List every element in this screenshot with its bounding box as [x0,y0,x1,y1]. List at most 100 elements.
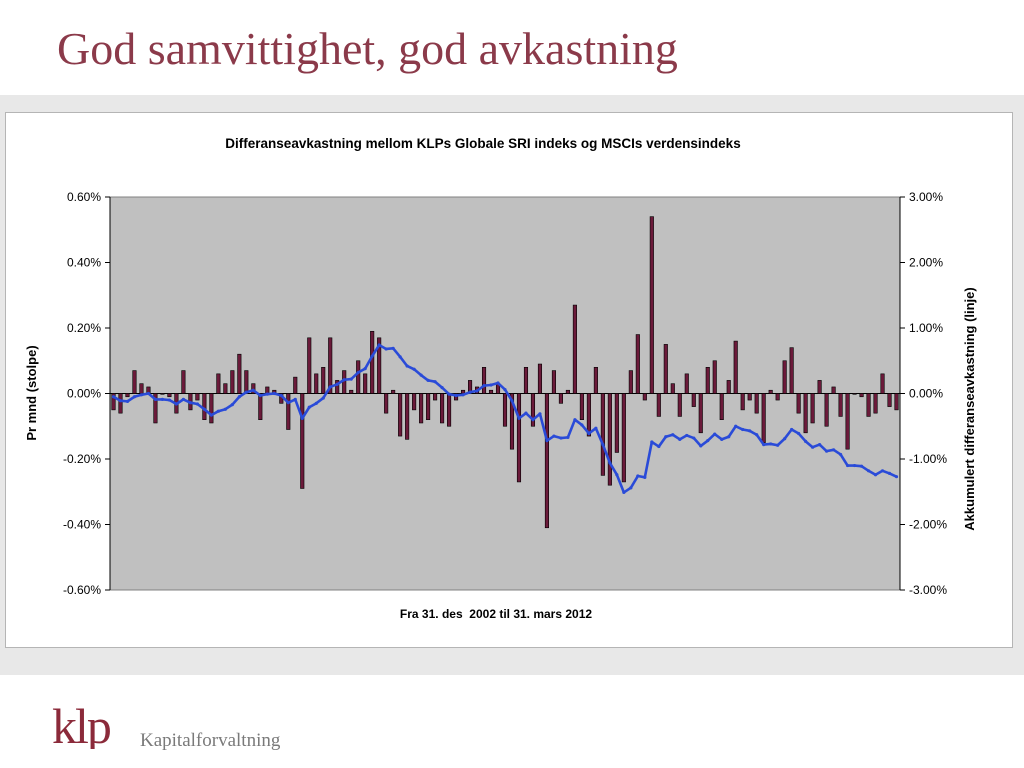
bar [789,347,794,394]
line-point [433,380,437,384]
line-point [776,443,780,447]
line-point [720,437,724,441]
bar [530,393,536,427]
bar [607,393,612,486]
line-point [727,435,731,439]
line-point [286,401,290,405]
bar [894,393,899,411]
bar [873,393,878,414]
chart-frame: Differanseavkastning mellom KLPs Globale… [5,112,1013,648]
line-point [713,432,717,436]
bar [817,380,822,394]
line-point [615,473,619,477]
line-point [783,437,787,441]
bar [419,393,424,424]
bar [586,393,591,437]
line-point [265,392,269,396]
bar [782,360,787,394]
bar [356,360,361,394]
line-point [741,427,745,432]
line-point [580,423,584,427]
bar [845,393,850,450]
bar [565,389,570,394]
bar [300,393,305,489]
bar [810,393,815,424]
line-point [762,442,766,447]
line-point [517,416,521,420]
bar [852,393,857,395]
line-point [111,395,116,399]
line-point [482,384,486,388]
bar [328,337,333,394]
bar [251,383,256,394]
bar [691,393,696,407]
bar [733,340,738,394]
right-axis-ticks: 3.00% 2.00% 1.00% 0.00% -1.00% -2.00% -3.00% [900,190,947,597]
right-tick-label: -3.00% [909,583,947,597]
bar [642,393,647,401]
bar [181,370,186,394]
bar [740,393,745,411]
line-point [489,383,493,387]
line-point [545,439,549,443]
bar [244,370,249,394]
line-point [706,439,710,443]
line-point [552,434,556,438]
bar [447,393,452,427]
bar [670,383,675,394]
bar [405,393,410,440]
line-point [852,463,857,468]
bar [426,393,431,421]
line-point [566,435,570,439]
bar [195,393,200,401]
slide-title: God samvittighet, god avkastning [57,23,678,74]
bar [523,367,529,394]
line-point [671,433,675,437]
bar-series [111,216,899,529]
bar [635,334,640,394]
line-point [755,433,759,437]
left-tick-label: 0.20% [67,321,101,335]
line-point [559,436,563,440]
line-point [307,405,311,409]
line-point [167,398,172,402]
bar [412,393,417,411]
bar [761,393,766,443]
bar [684,373,689,394]
bar [866,393,871,417]
bar [551,370,556,394]
bar [537,363,543,394]
line-point [643,475,647,479]
line-point [153,397,158,401]
bar [307,337,312,394]
line-point [664,435,668,439]
line-point [531,418,535,422]
bar [600,393,605,476]
line-point [594,426,598,430]
line-point [831,448,836,452]
line-point [748,429,752,433]
line-point [811,445,815,449]
line-point [181,397,186,401]
bar [509,393,515,450]
bar [132,370,137,394]
klp-logo: klp [52,698,113,749]
line-point [797,431,801,436]
line-point [384,347,388,351]
line-point [845,463,850,468]
bar [663,344,668,394]
line-point [300,416,304,420]
bar [754,393,759,414]
bar [544,393,550,529]
bar [677,393,682,417]
bar [572,304,577,394]
line-point [146,391,151,396]
bar [377,337,382,394]
line-point [188,401,192,405]
bar [321,367,326,394]
bar [237,353,242,394]
line-point [880,469,885,473]
bar [167,393,172,398]
bar [384,393,389,414]
bar [768,389,773,394]
